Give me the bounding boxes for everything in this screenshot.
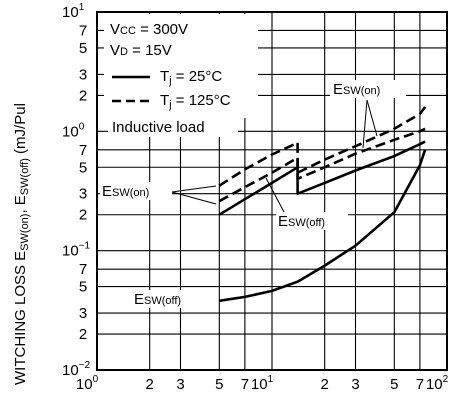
series-group: [218, 106, 427, 303]
y-tick-label: 100: [62, 121, 85, 140]
annotation-background: [276, 212, 348, 230]
annotation-esw-off-mid: ESW(off): [265, 177, 348, 230]
leader-line: [171, 185, 217, 193]
x-tick-labels: 100 2 3 5 7 101 2 3 5 7 102: [76, 374, 449, 393]
x-tick-label: 7: [416, 376, 424, 393]
annotation-esw-off-low: ESW(off): [132, 290, 212, 308]
leader-line: [362, 99, 368, 149]
x-tick-label: 3: [176, 376, 184, 393]
series-line-125c: [296, 106, 427, 174]
y-tick-label: 101: [62, 2, 85, 21]
y-tick-label: 5: [79, 40, 87, 57]
annotation-background: [132, 290, 212, 308]
y-tick-label: 5: [79, 159, 87, 176]
conditions-legend: VCC = 300V VD = 15V Tj = 25°C Tj = 125°C: [104, 14, 258, 118]
series-line-25c: [218, 166, 299, 216]
y-tick-label: 7: [79, 22, 87, 39]
annotation-text: ESW(off): [278, 213, 325, 230]
series-line-25c: [296, 140, 426, 195]
x-tick-label: 7: [241, 376, 249, 393]
vd-condition: VD = 15V: [110, 42, 172, 59]
x-tick-label: 100: [76, 374, 99, 393]
leader-line: [171, 191, 217, 205]
x-tick-label: 5: [215, 376, 223, 393]
annotation-background: [100, 182, 172, 200]
y-tick-label: 5: [79, 279, 87, 296]
inductive-load-label: Inductive load: [108, 117, 238, 137]
y-tick-label: 7: [79, 142, 87, 159]
series-line-125c: [218, 141, 299, 187]
y-tick-label: 2: [79, 87, 87, 104]
y-tick-label: 10−2: [62, 360, 91, 379]
y-tick-label: 10−1: [62, 241, 91, 260]
annotation-esw-on-left: ESW(on): [100, 182, 217, 205]
x-tick-label: 3: [351, 376, 359, 393]
y-tick-label: 3: [79, 305, 87, 322]
legend-entry-25c: Tj = 25°C: [160, 68, 222, 87]
leader-line: [265, 177, 285, 213]
series-line-25c: [219, 149, 427, 303]
y-tick-label: 2: [79, 326, 87, 343]
y-tick-label: 3: [79, 186, 87, 203]
y-axis-label: WITCHING LOSS ESW(on), ESW(off) (mJ/Pul: [12, 103, 31, 385]
annotation-background: [330, 80, 406, 98]
vcc-condition: VCC = 300V: [110, 21, 188, 38]
annotation-text: ESW(on): [102, 183, 149, 200]
y-tick-label: 3: [79, 66, 87, 83]
leader-line: [366, 99, 378, 137]
x-tick-label: 5: [390, 376, 398, 393]
x-tick-label: 2: [321, 376, 329, 393]
series-line-125c: [218, 127, 426, 203]
plot-frame: [96, 11, 448, 371]
annotation-esw-on-right: ESW(on): [330, 80, 406, 149]
inductive-load-background: [108, 117, 238, 137]
x-tick-label: 102: [426, 374, 449, 393]
annotation-text: ESW(on): [333, 81, 380, 98]
legend-entry-125c: Tj = 125°C: [160, 92, 231, 111]
y-tick-label: 2: [79, 207, 87, 224]
annotation-text: ESW(off): [134, 291, 181, 308]
x-tick-label: 2: [146, 376, 154, 393]
y-tick-label: 7: [79, 261, 87, 278]
inductive-load-text: Inductive load: [112, 119, 205, 136]
x-tick-label: 101: [251, 374, 274, 393]
